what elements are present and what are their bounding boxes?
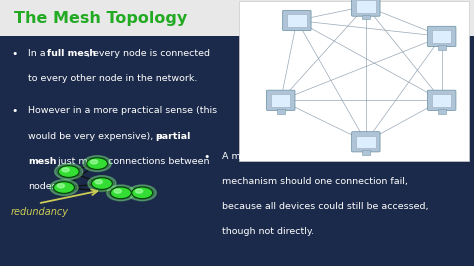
Bar (362, 15, 370, 19)
Text: partial: partial (155, 132, 191, 141)
Bar (438, 109, 446, 114)
FancyBboxPatch shape (428, 90, 456, 110)
Bar (432, 94, 451, 107)
Text: The Mesh Topology: The Mesh Topology (14, 11, 188, 26)
Bar (277, 109, 284, 114)
FancyBboxPatch shape (283, 10, 311, 31)
Circle shape (55, 164, 83, 180)
Text: A mesh might be used to provide a backup: A mesh might be used to provide a backup (222, 152, 426, 161)
Bar (271, 94, 291, 107)
FancyBboxPatch shape (428, 26, 456, 47)
Circle shape (110, 187, 131, 199)
Text: mesh: mesh (28, 157, 57, 166)
Bar (0, 0, 474, 36)
Circle shape (58, 166, 79, 177)
Text: •: • (12, 49, 18, 59)
Circle shape (91, 178, 112, 189)
Text: In a: In a (28, 49, 49, 58)
Circle shape (107, 185, 135, 201)
FancyBboxPatch shape (352, 132, 380, 152)
Text: However in a more practical sense (this: However in a more practical sense (this (28, 106, 218, 115)
Bar (287, 14, 307, 27)
Bar (356, 0, 375, 13)
Circle shape (132, 187, 153, 199)
Text: , every node is connected: , every node is connected (87, 49, 210, 58)
Circle shape (62, 168, 69, 172)
Circle shape (54, 182, 74, 193)
Circle shape (128, 185, 156, 201)
Circle shape (50, 180, 78, 196)
Text: though not directly.: though not directly. (222, 227, 314, 236)
Bar (362, 150, 370, 155)
Circle shape (87, 158, 108, 169)
Text: redundancy: redundancy (10, 207, 68, 218)
Text: mechanism should one connection fail,: mechanism should one connection fail, (222, 177, 408, 186)
Text: •: • (204, 152, 210, 162)
Text: to every other node in the network.: to every other node in the network. (28, 74, 198, 84)
Text: because all devices could still be accessed,: because all devices could still be acces… (222, 202, 428, 211)
Text: •: • (12, 106, 18, 117)
Circle shape (91, 160, 98, 164)
Text: full mesh: full mesh (47, 49, 97, 58)
Text: nodes.: nodes. (28, 182, 60, 191)
Circle shape (57, 184, 64, 188)
Text: just many connections between: just many connections between (55, 157, 209, 166)
Circle shape (136, 189, 143, 193)
Circle shape (83, 156, 111, 172)
Bar (438, 45, 446, 50)
FancyBboxPatch shape (352, 0, 380, 16)
Bar (432, 30, 451, 43)
FancyBboxPatch shape (266, 90, 295, 110)
Circle shape (114, 189, 121, 193)
Bar (239, 1, 469, 161)
Circle shape (88, 176, 116, 192)
Bar (356, 136, 375, 148)
Circle shape (95, 180, 102, 184)
Text: would be very expensive), a: would be very expensive), a (28, 132, 165, 141)
